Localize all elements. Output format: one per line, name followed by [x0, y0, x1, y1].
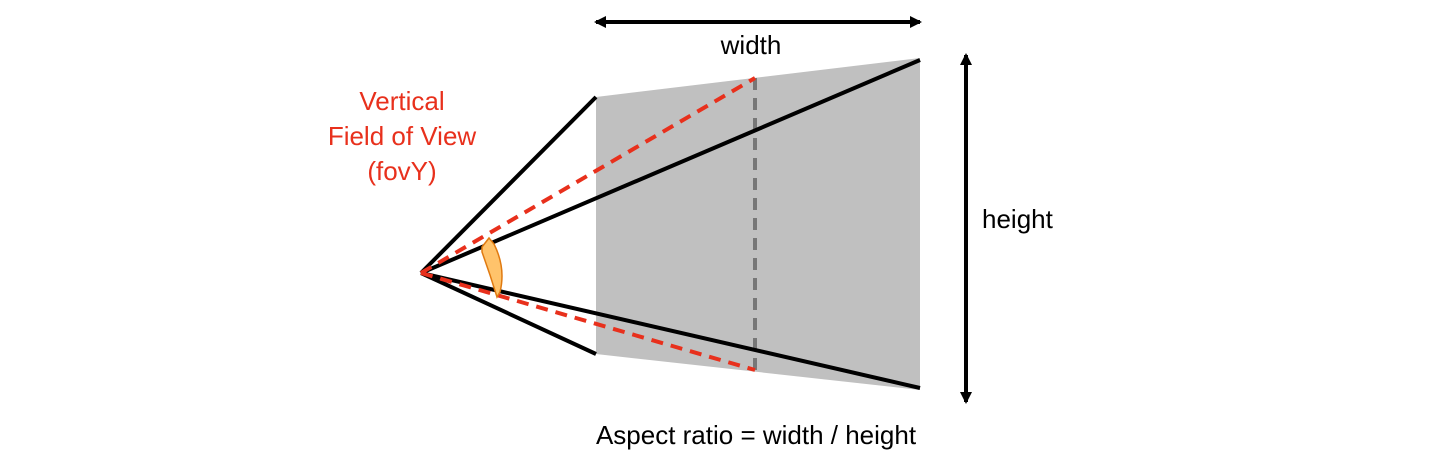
fov-line-bottom	[420, 271, 756, 372]
aspect-ratio-label: Aspect ratio = width / height	[596, 420, 917, 450]
width-label: width	[720, 30, 782, 60]
frustum-edge-top-near	[419, 95, 598, 275]
fov-line-top	[419, 76, 757, 275]
view-plane	[596, 58, 920, 390]
fov-label-line2: Field of View	[328, 121, 477, 151]
fov-label-line3: (fovY)	[367, 156, 436, 186]
frustum-edge-bottom-far	[420, 271, 921, 390]
frustum-edge-top-far	[420, 58, 921, 275]
height-label: height	[982, 204, 1054, 234]
frustum-edge-bottom-near	[420, 271, 597, 356]
fov-angle-arrow	[481, 236, 503, 299]
fov-label-line1: Vertical	[359, 86, 444, 116]
